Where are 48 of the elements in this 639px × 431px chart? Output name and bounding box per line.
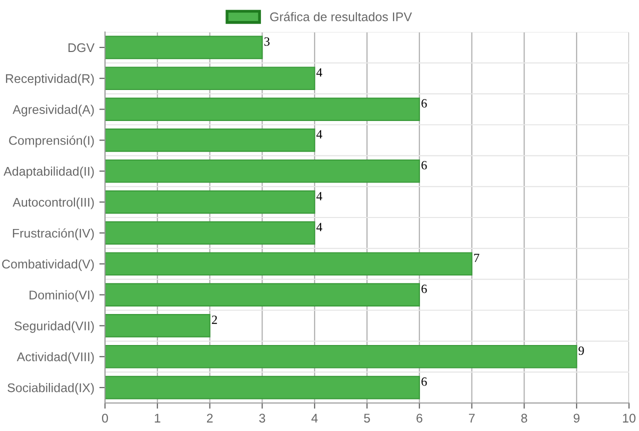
bar	[105, 283, 420, 306]
x-tick-label: 0	[102, 414, 108, 423]
bar	[105, 128, 316, 152]
y-tick-label: Dominio(VI)	[30, 290, 94, 302]
y-tick-label: DGV	[68, 43, 95, 52]
data-label: 6	[422, 284, 427, 294]
bar	[105, 66, 316, 90]
x-tick-label: 9	[574, 414, 580, 423]
bar	[105, 344, 578, 368]
y-tick-label: Combatividad(V)	[2, 259, 94, 271]
data-label: 2	[212, 316, 217, 324]
y-tick-label: Receptividad(R)	[6, 74, 94, 86]
y-tick-label: Seguridad(VII)	[14, 321, 94, 333]
bar	[105, 376, 420, 400]
bar	[105, 36, 263, 60]
bar	[105, 159, 420, 183]
x-tick-label: 6	[416, 414, 422, 423]
x-tick-label: 3	[259, 414, 266, 423]
data-label: 6	[422, 377, 427, 386]
y-tick-label: Actividad(VIII)	[16, 352, 94, 364]
data-label: 6	[422, 161, 427, 170]
bar	[105, 190, 316, 214]
x-tick-label: 10	[623, 414, 636, 423]
y-tick-label: Sociabilidad(IX)	[8, 383, 94, 395]
data-label: 9	[578, 346, 584, 355]
bar	[105, 221, 316, 245]
data-label: 4	[316, 130, 322, 138]
data-label: 7	[474, 254, 480, 262]
x-tick-label: 7	[468, 414, 475, 422]
bar	[105, 252, 472, 276]
y-tick-label: Agresividad(A)	[12, 104, 94, 116]
x-tick-label: 8	[521, 414, 528, 423]
x-tick-label: 1	[154, 414, 160, 422]
data-label: 6	[422, 99, 427, 108]
bar	[105, 314, 210, 338]
legend-label: Gráfica de resultados IPV	[270, 12, 412, 22]
data-label: 4	[316, 68, 322, 77]
bar	[105, 98, 420, 121]
data-label: 4	[316, 222, 322, 232]
data-label: 3	[264, 37, 270, 46]
y-tick-label: Frustración(IV)	[12, 228, 94, 240]
x-tick-label: 5	[364, 414, 370, 423]
y-tick-label: Autocontrol(III)	[12, 198, 94, 210]
data-label: 4	[316, 192, 322, 200]
y-tick-label: Comprensión(I)	[9, 136, 94, 148]
x-tick-label: 4	[311, 414, 318, 422]
x-tick-label: 2	[206, 414, 213, 422]
y-tick-label: Adaptabilidad(II)	[4, 166, 94, 178]
